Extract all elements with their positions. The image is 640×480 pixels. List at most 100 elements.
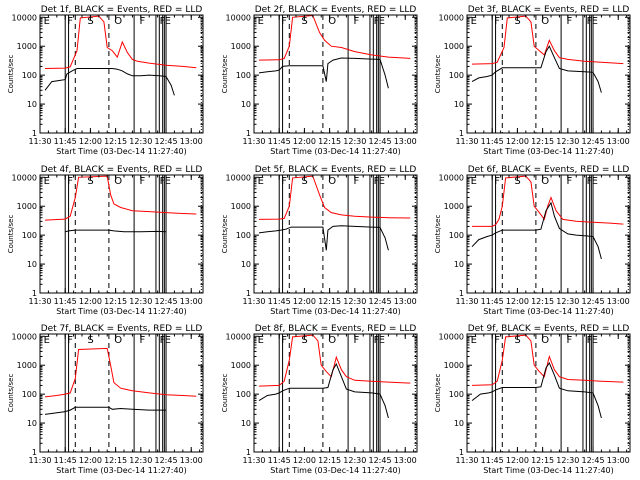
lld-series-line [471, 334, 624, 386]
phase-label: F [281, 16, 287, 27]
events-series-line [258, 362, 389, 419]
x-tick-label: 12:15 [104, 137, 127, 146]
x-tick-label: 12:15 [318, 297, 341, 306]
y-tick-label: 1 [246, 129, 251, 138]
y-axis-label: Counts/sec [221, 374, 229, 413]
x-tick-label: 11:45 [268, 297, 291, 306]
y-axis-label: Counts/sec [434, 55, 442, 94]
phase-label: O [541, 335, 549, 346]
x-tick-label: 13:00 [394, 137, 417, 146]
phase-label: F [67, 335, 73, 346]
phase-label: E [592, 335, 598, 346]
y-tick-label: 10 [454, 419, 464, 428]
y-tick-label: 10 [27, 100, 37, 109]
x-tick-label: 11:45 [268, 137, 291, 146]
phase-label: E [471, 335, 477, 346]
x-tick-label: 12:15 [318, 137, 341, 146]
panel-title: Det 9f, BLACK = Events, RED = LLD [468, 324, 630, 334]
phase-label: F [353, 335, 359, 346]
x-tick-label: 12:45 [581, 137, 604, 146]
phase-label: S [514, 335, 520, 346]
y-tick-label: 10000 [12, 13, 37, 22]
x-tick-label: 13:00 [607, 137, 630, 146]
x-axis-label: Start Time (03-Dec-14 11:27:40) [56, 147, 187, 156]
x-tick-label: 12:00 [293, 137, 316, 146]
phase-label: F [281, 176, 287, 187]
y-axis-label: Counts/sec [221, 215, 229, 254]
phase-label: F [566, 176, 572, 187]
y-tick-label: 1000 [444, 42, 464, 51]
events-series-line [471, 45, 602, 93]
y-tick-label: 1 [32, 448, 37, 457]
phase-label: F [160, 335, 166, 346]
y-tick-label: 1000 [231, 361, 251, 370]
phase-label: O [114, 16, 122, 27]
x-axis-label: Start Time (03-Dec-14 11:27:40) [270, 147, 401, 156]
x-tick-label: 12:00 [506, 297, 529, 306]
phase-label: F [67, 176, 73, 187]
phase-label: F [494, 16, 500, 27]
phase-label: F [353, 176, 359, 187]
panel-title: Det 7f, BLACK = Events, RED = LLD [41, 324, 203, 334]
x-tick-label: 11:30 [455, 137, 478, 146]
phase-label: F [139, 176, 145, 187]
events-series-line [65, 229, 167, 233]
phase-label: E [379, 335, 385, 346]
phase-label: O [328, 176, 336, 187]
plot-frame [39, 174, 204, 294]
plot-frame [39, 14, 204, 134]
events-series-line [44, 68, 175, 96]
phase-label: F [566, 16, 572, 27]
x-tick-label: 12:45 [368, 456, 391, 465]
x-tick-label: 12:45 [154, 297, 177, 306]
y-tick-label: 100 [22, 71, 37, 80]
x-tick-label: 11:30 [28, 297, 51, 306]
x-tick-label: 12:00 [79, 297, 102, 306]
y-tick-label: 100 [449, 231, 464, 240]
x-tick-label: 13:00 [180, 137, 203, 146]
y-tick-label: 1000 [17, 361, 37, 370]
y-tick-label: 100 [22, 390, 37, 399]
y-tick-label: 100 [236, 71, 251, 80]
x-axis-label: Start Time (03-Dec-14 11:27:40) [483, 147, 614, 156]
x-tick-label: 12:30 [556, 137, 579, 146]
x-axis-label: Start Time (03-Dec-14 11:27:40) [483, 307, 614, 316]
x-tick-label: 12:45 [581, 456, 604, 465]
y-tick-label: 1 [246, 289, 251, 298]
phase-label: S [301, 176, 307, 187]
x-tick-label: 11:30 [455, 297, 478, 306]
y-tick-label: 1000 [17, 202, 37, 211]
y-tick-label: 1 [459, 289, 464, 298]
lld-series-line [44, 15, 197, 69]
lld-series-line [258, 14, 411, 61]
plot-frame [39, 333, 204, 453]
phase-label: S [87, 335, 93, 346]
y-axis-label: Counts/sec [434, 215, 442, 254]
phase-label: E [165, 16, 171, 27]
phase-label: F [160, 16, 166, 27]
x-tick-label: 11:30 [242, 137, 265, 146]
phase-label: F [374, 16, 380, 27]
phase-label: S [87, 16, 93, 27]
events-series-line [258, 57, 389, 89]
events-series-line [44, 406, 166, 415]
plot-frame [253, 333, 418, 453]
phase-label: F [374, 176, 380, 187]
plot-frame [253, 174, 418, 294]
y-tick-label: 10 [27, 260, 37, 269]
x-tick-label: 13:00 [394, 297, 417, 306]
y-tick-label: 1000 [444, 202, 464, 211]
x-axis-label: Start Time (03-Dec-14 11:27:40) [270, 466, 401, 475]
phase-label: O [114, 335, 122, 346]
phase-label: F [566, 335, 572, 346]
y-tick-label: 10 [241, 100, 251, 109]
y-axis-label: Counts/sec [7, 374, 15, 413]
x-tick-label: 11:45 [268, 456, 291, 465]
lld-series-line [472, 175, 624, 227]
x-tick-label: 12:15 [104, 297, 127, 306]
plot-frame [466, 14, 631, 134]
